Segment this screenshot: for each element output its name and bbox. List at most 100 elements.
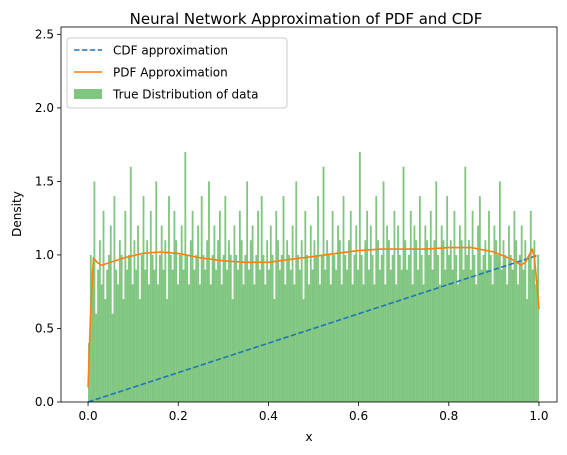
histogram-bar [400, 269, 403, 402]
histogram-bar [509, 254, 512, 402]
histogram-bar [515, 240, 518, 402]
histogram-bar [424, 225, 427, 402]
histogram-bar [238, 210, 241, 402]
x-axis-ticks: 0.0 0.2 0.4 0.6 0.8 1.0 [79, 402, 549, 423]
histogram-bar [413, 225, 416, 402]
histogram-bar [533, 240, 536, 402]
histogram-bar [469, 269, 472, 402]
histogram-bar [402, 166, 405, 402]
histogram-bar [177, 284, 179, 402]
histogram-bar [526, 299, 529, 402]
x-tick-label: 0.8 [439, 409, 458, 423]
histogram-bar [375, 196, 378, 402]
histogram-bar [446, 196, 449, 402]
histogram-bar [171, 269, 174, 402]
x-axis-label: x [305, 430, 312, 444]
histogram-bar [378, 269, 381, 402]
histogram-bar [138, 299, 141, 402]
histogram-bar [91, 269, 94, 402]
histogram-bar [357, 269, 359, 402]
histogram-bar [95, 313, 98, 402]
histogram-bar [488, 210, 490, 402]
histogram-bar [231, 299, 234, 402]
histogram-bar [362, 284, 365, 402]
histogram-bar [228, 240, 230, 402]
histogram-bar [502, 240, 505, 402]
histogram-bar [273, 299, 276, 402]
histogram-bar [315, 254, 318, 402]
histogram-bar [255, 254, 258, 402]
histogram-bar [458, 225, 461, 402]
histogram-bar [137, 225, 139, 402]
histogram-bar [473, 254, 476, 402]
histogram-bar [333, 254, 336, 402]
histogram-bar [291, 225, 294, 402]
histogram-bar [364, 240, 367, 402]
histogram-bar [506, 284, 509, 402]
histogram-bar [397, 225, 399, 402]
histogram-bar [497, 254, 499, 402]
histogram-bar [431, 269, 434, 402]
histogram-bar [122, 299, 125, 402]
histogram-bar [193, 269, 196, 402]
histogram-bar [328, 254, 330, 402]
histogram-bar [184, 152, 187, 402]
histogram-bar [168, 196, 170, 402]
histogram-bar [371, 254, 374, 402]
histogram-bar [522, 269, 525, 402]
histogram-bar [484, 240, 487, 402]
histogram-bar [277, 240, 279, 402]
histogram-bar [117, 284, 119, 402]
histogram-bar [517, 284, 519, 402]
histogram-bar [224, 196, 227, 402]
histogram-bar [215, 269, 218, 402]
legend-label-pdf: PDF Approximation [113, 66, 228, 80]
histogram-bar [182, 269, 185, 402]
histogram-bar [486, 269, 489, 402]
histogram-bar [218, 210, 221, 402]
histogram-bar [348, 240, 350, 402]
histogram-bar [262, 254, 265, 402]
histogram-bar [269, 225, 272, 402]
axes-frame [60, 26, 558, 403]
histogram-bar [531, 269, 534, 402]
histogram-bar [360, 254, 363, 402]
histogram-bar [251, 225, 254, 402]
histogram-bar [482, 254, 485, 402]
histogram-bar [242, 284, 245, 402]
histogram-bar [368, 269, 370, 402]
x-tick-label: 0.2 [169, 409, 188, 423]
histogram-bar [418, 196, 421, 402]
histogram-bar [111, 313, 114, 402]
legend-swatch-true [74, 89, 102, 99]
histogram-bar [189, 240, 192, 402]
histogram-bar [518, 254, 521, 402]
histogram-bar [131, 284, 134, 402]
histogram-bar [162, 269, 165, 402]
histogram-bar [258, 269, 261, 402]
histogram-bar [335, 269, 338, 402]
histogram-bar [157, 284, 159, 402]
histogram-bar [237, 269, 239, 402]
histogram-bar [175, 240, 178, 402]
histogram-bar [289, 269, 292, 402]
histogram-bar [340, 284, 343, 402]
histogram-bar [126, 269, 129, 402]
histogram-bar [300, 240, 303, 402]
histogram-bar [266, 240, 269, 402]
histogram-bar [109, 225, 112, 402]
histogram-bar [448, 254, 450, 402]
histogram-bar [155, 181, 158, 402]
histogram-bar [511, 269, 514, 402]
x-tick-label: 0.6 [349, 409, 368, 423]
histogram-bar [437, 254, 439, 402]
histogram-bar [151, 254, 154, 402]
histogram-bar [386, 225, 389, 402]
histogram-bar [166, 299, 169, 402]
histogram-bar [529, 210, 532, 402]
histogram-bar [295, 181, 298, 402]
histogram-bar [164, 240, 167, 402]
histogram-bar [422, 284, 425, 402]
histogram-bar [351, 284, 354, 402]
histogram-bar [160, 225, 163, 402]
